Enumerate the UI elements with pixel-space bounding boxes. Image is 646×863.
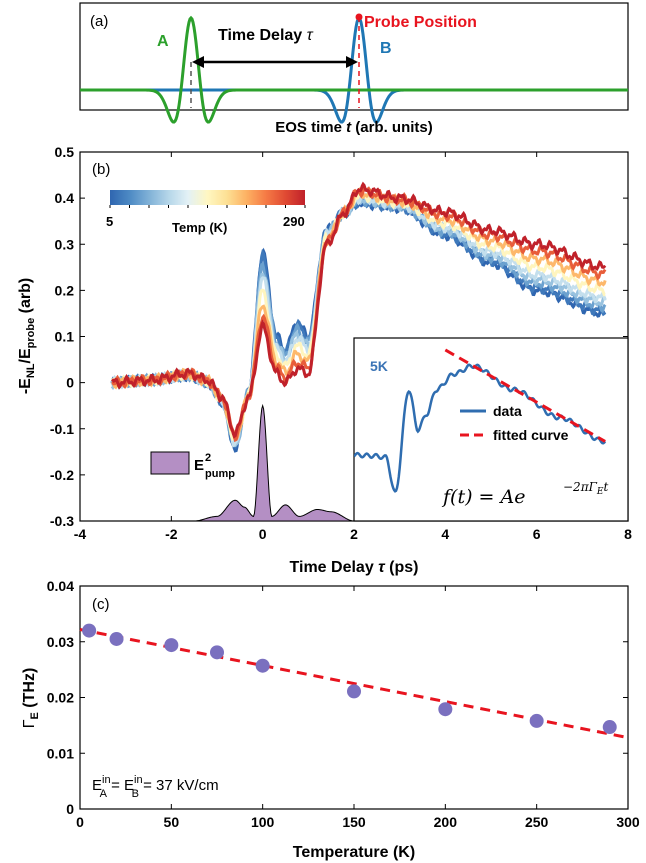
pump-legend-swatch	[150, 451, 190, 475]
gamma-point-50k	[164, 638, 179, 653]
panel-c-xlabel: Temperature (K)	[293, 844, 415, 861]
c-ytick-label: 0.02	[47, 690, 74, 706]
b-ytick-label: 0.4	[55, 190, 75, 206]
pump-legend-sup: 2	[205, 452, 211, 464]
inset-curves	[354, 348, 607, 493]
inset-5k: 5K data fitted curve f(t) = Ae −2πΓEt	[353, 337, 629, 522]
c-ytick-label: 0.01	[47, 745, 74, 761]
pulse-a-curve	[80, 15, 628, 124]
b-ytick-label: 0.3	[55, 236, 75, 252]
pump-legend: E 2 pump	[150, 451, 235, 480]
panel-b-ylabel: -ENL/Eprobe (arb)	[17, 278, 37, 394]
time-delay-arrow	[192, 56, 358, 68]
colorbar-min-label: 5	[106, 214, 113, 229]
gamma-point-5k	[82, 623, 97, 638]
b-ytick-label: 0	[66, 375, 74, 391]
gamma-point-150k	[347, 684, 361, 699]
gamma-point-290k	[602, 720, 617, 735]
colorbar-label: Temp (K)	[172, 220, 227, 235]
c-xtick-label: 250	[525, 814, 549, 830]
b-ytick-label: -0.3	[50, 513, 74, 529]
c-xtick-label: 50	[164, 814, 180, 830]
inset-legend-data: data	[493, 403, 522, 419]
gamma-point-250k	[529, 713, 544, 728]
panel-b-tag: (b)	[92, 161, 110, 178]
temperature-colorbar: 5 290 Temp (K)	[106, 190, 306, 235]
c-ytick-label: 0	[66, 801, 74, 817]
pump-intensity-fill	[194, 403, 355, 521]
panel-b: -4 -2 0 2 4 6 8 -0.3 -0.2 -0.1 0 0.1 0.2 0.3 0.4 0.5 (b…	[17, 144, 632, 576]
gamma-point-75k	[210, 645, 224, 660]
panel-a: (a) Time Delay τ A B Probe Position EOS …	[79, 2, 629, 136]
pump-legend-label: E	[194, 457, 204, 474]
inset-legend-fit: fitted curve	[493, 427, 569, 443]
gamma-point-200k	[438, 702, 453, 717]
b-xtick-label: 0	[259, 526, 267, 542]
b-ytick-label: 0.5	[55, 144, 75, 160]
panel-a-frame	[79, 2, 629, 111]
c-xtick-label: 0	[76, 814, 84, 830]
panel-c-tag: (c)	[92, 596, 110, 613]
b-ytick-label: -0.1	[50, 421, 74, 437]
inset-formula-exponent: −2πΓEt	[563, 480, 608, 497]
probe-position-label: Probe Position	[364, 14, 477, 31]
b-xtick-label: 4	[441, 526, 449, 542]
c-xtick-label: 200	[434, 814, 458, 830]
colorbar-ticks	[109, 205, 306, 208]
b-xtick-label: 2	[350, 526, 358, 542]
inset-fit-curve	[444, 348, 606, 443]
probe-marker	[355, 13, 363, 21]
b-xtick-label: -2	[165, 526, 178, 542]
time-delay-label: Time Delay τ	[218, 27, 314, 44]
c-ytick-label: 0.03	[47, 634, 74, 650]
pump-legend-sub: pump	[205, 468, 235, 480]
inset-formula: f(t) = Ae	[441, 486, 525, 508]
b-xtick-label: 6	[533, 526, 541, 542]
b-xtick-label: 8	[624, 526, 632, 542]
gamma-point-100k	[255, 658, 270, 673]
panel-a-curves	[80, 15, 628, 124]
colorbar-gradient	[110, 190, 305, 205]
b-ytick-label: 0.2	[55, 282, 75, 298]
gamma-point-20k	[109, 631, 124, 646]
panel-a-tag: (a)	[90, 13, 108, 30]
b-ytick-label: 0.1	[55, 329, 75, 345]
inset-temp-label: 5K	[370, 358, 388, 374]
field-annotation: Ein A = Ein B = 37 kV/cm	[92, 774, 219, 800]
c-xtick-label: 150	[342, 814, 366, 830]
pump-intensity-area	[194, 403, 355, 521]
curve-290k	[111, 181, 607, 439]
pulse-b-label: B	[380, 40, 392, 57]
colorbar-max-label: 290	[283, 214, 305, 229]
pulse-a-label: A	[157, 33, 169, 50]
c-ytick-label: 0.04	[47, 578, 74, 594]
gamma-points	[82, 623, 617, 735]
panel-c-ylabel: ΓE (THz)	[21, 668, 41, 729]
panel-a-xlabel: EOS time t (arb. units)	[275, 119, 433, 136]
temperature-curves	[110, 181, 607, 453]
panel-c-ticks: 0 50 100 150 200 250 300 0 0.01 0.02 0.03 0.04	[47, 578, 640, 830]
c-xtick-label: 300	[616, 814, 640, 830]
c-xtick-label: 100	[251, 814, 275, 830]
b-xtick-label: -4	[74, 526, 87, 542]
b-ytick-label: -0.2	[50, 467, 74, 483]
panel-b-xlabel: Time Delay τ (ps)	[290, 559, 419, 576]
